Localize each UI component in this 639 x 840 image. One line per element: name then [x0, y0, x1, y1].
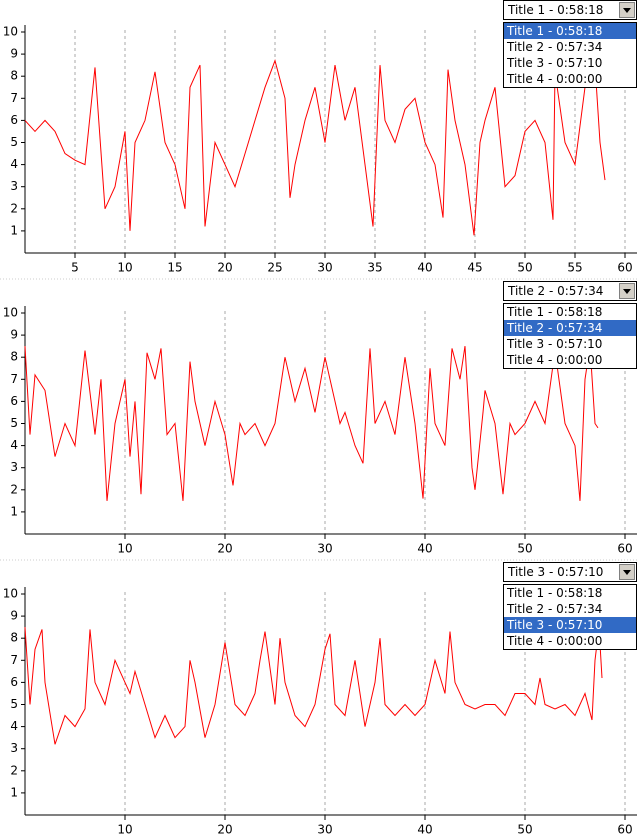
- x-tick-label: 5: [71, 261, 79, 275]
- option[interactable]: Title 4 - 0:00:00: [507, 353, 603, 367]
- option[interactable]: Title 2 - 0:57:34: [507, 40, 603, 54]
- y-tick-label: 9: [10, 328, 18, 342]
- combo-box[interactable]: Title 2 - 0:57:34: [503, 281, 637, 301]
- x-tick-label: 45: [467, 261, 482, 275]
- y-tick-label: 7: [10, 91, 18, 105]
- y-tick-label: 5: [10, 135, 18, 149]
- y-tick-label: 7: [10, 653, 18, 667]
- y-tick-label: 9: [10, 609, 18, 623]
- x-tick-label: 30: [317, 261, 332, 275]
- option[interactable]: Title 1 - 0:58:18: [507, 305, 603, 319]
- combo-text: Title 1 - 0:58:18: [508, 3, 604, 17]
- y-tick-label: 6: [10, 394, 18, 408]
- x-tick-label: 20: [217, 542, 232, 556]
- x-tick-label: 25: [267, 261, 282, 275]
- option[interactable]: Title 4 - 0:00:00: [507, 634, 603, 648]
- option[interactable]: Title 1 - 0:58:18: [507, 586, 603, 600]
- y-tick-label: 3: [10, 460, 18, 474]
- option[interactable]: Title 3 - 0:57:10: [507, 56, 603, 70]
- option[interactable]: Title 3 - 0:57:10: [507, 337, 603, 351]
- combo-box[interactable]: Title 1 - 0:58:18: [503, 0, 637, 20]
- y-tick-label: 10: [3, 587, 18, 601]
- x-tick-label: 50: [517, 542, 532, 556]
- y-tick-label: 5: [10, 697, 18, 711]
- x-tick-label: 10: [117, 823, 132, 837]
- combo-text: Title 2 - 0:57:34: [508, 284, 604, 298]
- y-tick-label: 1: [10, 504, 18, 518]
- y-tick-label: 1: [10, 785, 18, 799]
- x-tick-label: 20: [217, 261, 232, 275]
- x-tick-label: 35: [367, 261, 382, 275]
- x-tick-label: 50: [517, 823, 532, 837]
- y-tick-label: 6: [10, 113, 18, 127]
- y-tick-label: 7: [10, 372, 18, 386]
- x-tick-label: 60: [617, 261, 632, 275]
- option-list: Title 1 - 0:58:18 Title 2 - 0:57:34 Title …: [503, 584, 637, 650]
- x-tick-label: 40: [417, 823, 432, 837]
- y-tick-label: 5: [10, 416, 18, 430]
- y-tick-label: 2: [10, 482, 18, 496]
- y-tick-label: 6: [10, 675, 18, 689]
- option[interactable]: Title 2 - 0:57:34: [504, 320, 636, 336]
- y-tick-label: 3: [10, 741, 18, 755]
- y-tick-label: 8: [10, 631, 18, 645]
- dropdown-button[interactable]: [619, 283, 635, 299]
- x-tick-label: 10: [117, 261, 132, 275]
- y-tick-label: 2: [10, 763, 18, 777]
- x-tick-label: 50: [517, 261, 532, 275]
- y-tick-label: 8: [10, 350, 18, 364]
- y-tick-label: 2: [10, 201, 18, 215]
- x-tick-label: 40: [417, 542, 432, 556]
- x-tick-label: 40: [417, 261, 432, 275]
- y-tick-label: 4: [10, 438, 18, 452]
- y-tick-label: 10: [3, 306, 18, 320]
- x-tick-label: 60: [617, 823, 632, 837]
- combo-box[interactable]: Title 3 - 0:57:10: [503, 562, 637, 582]
- option[interactable]: Title 2 - 0:57:34: [507, 602, 603, 616]
- dropdown-button[interactable]: [619, 2, 635, 18]
- data-line: [24, 627, 603, 745]
- y-tick-label: 1: [10, 223, 18, 237]
- y-tick-label: 4: [10, 157, 18, 171]
- y-tick-label: 10: [3, 25, 18, 39]
- option-list: Title 1 - 0:58:18 Title 2 - 0:57:34 Title …: [503, 303, 637, 369]
- option-list: Title 1 - 0:58:18 Title 2 - 0:57:34 Title …: [503, 22, 637, 88]
- x-tick-label: 15: [167, 261, 182, 275]
- x-tick-label: 55: [567, 261, 582, 275]
- x-tick-label: 30: [317, 542, 332, 556]
- y-tick-label: 4: [10, 719, 18, 733]
- dropdown-button[interactable]: [619, 564, 635, 580]
- data-line: [24, 59, 606, 236]
- option[interactable]: Title 3 - 0:57:10: [504, 617, 636, 633]
- option[interactable]: Title 1 - 0:58:18: [504, 23, 636, 39]
- y-tick-label: 9: [10, 47, 18, 61]
- data-line: [24, 346, 599, 501]
- x-tick-label: 30: [317, 823, 332, 837]
- combo-text: Title 3 - 0:57:10: [508, 565, 604, 579]
- x-tick-label: 60: [617, 542, 632, 556]
- option[interactable]: Title 4 - 0:00:00: [507, 72, 603, 86]
- y-tick-label: 8: [10, 69, 18, 83]
- y-tick-label: 3: [10, 179, 18, 193]
- x-tick-label: 20: [217, 823, 232, 837]
- x-tick-label: 10: [117, 542, 132, 556]
